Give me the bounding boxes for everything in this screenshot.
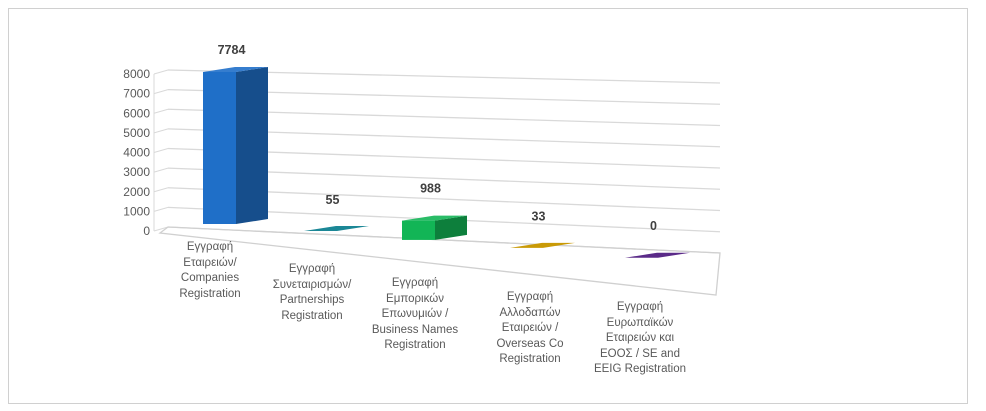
chart-frame <box>8 8 968 404</box>
bar-side <box>236 67 268 224</box>
y-tick-mark <box>153 89 169 95</box>
y-tick-mark <box>153 206 169 212</box>
y-tick-label: 4000 <box>123 146 150 160</box>
y-tick-mark <box>153 69 169 75</box>
y-tick-mark <box>153 226 169 232</box>
bar-side <box>435 215 467 240</box>
y-tick-label: 6000 <box>123 106 150 120</box>
category-label: Εγγραφή Συνεταιρισμών/ Partnerships Regi… <box>272 263 352 322</box>
y-tick-label: 8000 <box>123 67 150 81</box>
bar-front <box>203 72 236 224</box>
y-tick-mark <box>153 167 169 173</box>
y-tick-label: 5000 <box>123 126 150 140</box>
bar-front <box>402 220 435 240</box>
category-label: Εγγραφή Εμπορικών Επωνυμιών / Business N… <box>371 277 459 351</box>
y-tick-label: 3000 <box>123 165 150 179</box>
y-tick-label: 2000 <box>123 185 150 199</box>
value-label: 55 <box>326 193 340 207</box>
y-tick-label: 7000 <box>123 87 150 101</box>
y-tick-mark <box>153 187 169 193</box>
bar-top <box>510 242 575 248</box>
value-label: 0 <box>650 219 657 233</box>
category-label: Εγγραφή Αλλοδαπών Εταιρειών / Overseas C… <box>496 291 564 365</box>
y-tick-mark <box>153 108 169 114</box>
category-label: Εγγραφή Εταιρειών/ Companies Registratio… <box>179 241 241 300</box>
y-tick-mark <box>153 128 169 134</box>
value-label: 7784 <box>218 43 246 57</box>
bar-top <box>625 252 690 258</box>
y-tick-label: 0 <box>143 224 150 238</box>
bar-top <box>203 67 268 72</box>
value-label: 988 <box>420 182 441 196</box>
y-tick-mark <box>153 148 169 153</box>
category-label: Εγγραφή Ευρωπαϊκών Εταιρειών και ΕΟΟΣ / … <box>593 301 687 375</box>
bar-top <box>304 226 369 232</box>
bar-top <box>402 215 467 221</box>
y-tick-label: 1000 <box>123 204 150 218</box>
value-label: 33 <box>532 210 546 224</box>
